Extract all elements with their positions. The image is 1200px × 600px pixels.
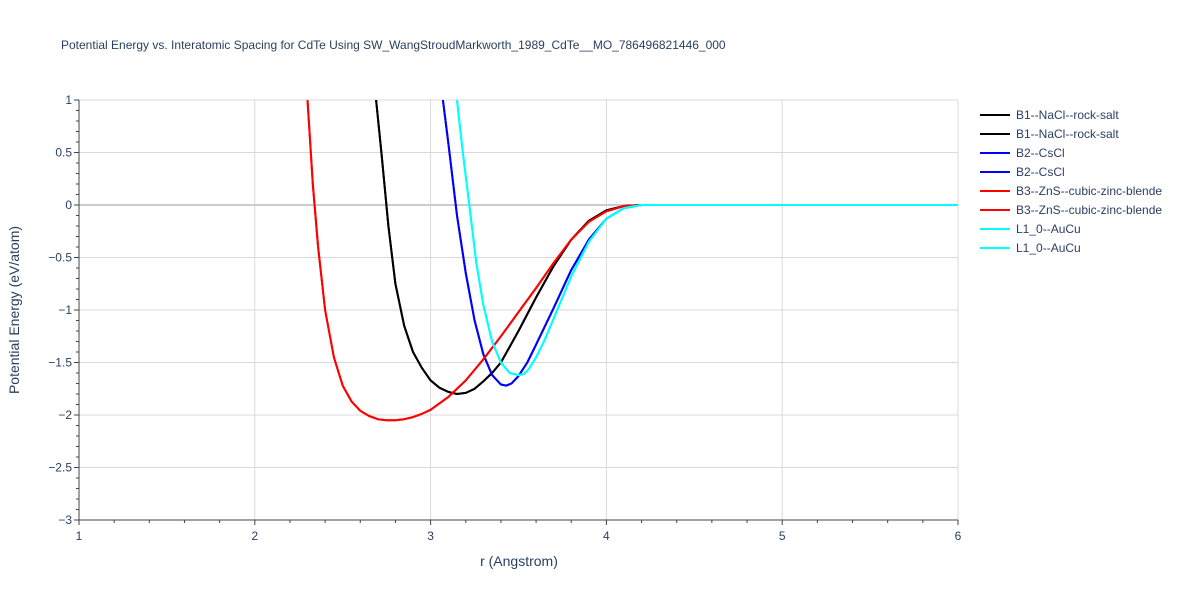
series-line xyxy=(375,100,958,395)
y-tick-label: −2 xyxy=(58,408,72,422)
y-tick-label: 1 xyxy=(65,93,72,107)
series-line xyxy=(456,100,958,377)
x-tick-label: 2 xyxy=(251,529,258,543)
legend-label: B2--CsCl xyxy=(1016,145,1065,160)
legend-swatch xyxy=(980,246,1010,249)
legend-swatch xyxy=(980,227,1010,230)
legend-item[interactable]: B1--NaCl--rock-salt xyxy=(980,124,1162,143)
legend: B1--NaCl--rock-salt B1--NaCl--rock-salt B2… xyxy=(980,105,1162,257)
legend-label: B3--ZnS--cubic-zinc-blende xyxy=(1016,183,1163,198)
x-tick-label: 5 xyxy=(779,529,786,543)
y-tick-label: −1 xyxy=(58,303,72,317)
legend-item[interactable]: L1_0--AuCu xyxy=(980,238,1162,257)
y-tick-label: −0.5 xyxy=(48,251,72,265)
x-tick-label: 3 xyxy=(427,529,434,543)
y-tick-label: 0 xyxy=(65,198,72,212)
legend-item[interactable]: L1_0--AuCu xyxy=(980,219,1162,238)
legend-swatch xyxy=(980,151,1010,154)
series-line xyxy=(456,100,958,377)
legend-swatch xyxy=(980,132,1010,135)
series-line xyxy=(441,100,958,387)
y-tick-label: 0.5 xyxy=(55,146,72,160)
legend-item[interactable]: B1--NaCl--rock-salt xyxy=(980,105,1162,124)
y-tick-label: −1.5 xyxy=(48,356,72,370)
legend-swatch xyxy=(980,208,1010,211)
legend-item[interactable]: B3--ZnS--cubic-zinc-blende xyxy=(980,200,1162,219)
series-line xyxy=(306,100,958,422)
x-axis-title-text: r (Angstrom) xyxy=(480,553,558,569)
series-line xyxy=(306,100,958,422)
y-axis-title: Potential Energy (eV/atom) xyxy=(6,225,22,395)
legend-label: B1--NaCl--rock-salt xyxy=(1016,107,1119,122)
y-tick-label: −3 xyxy=(58,513,72,527)
x-axis-title: r (Angstrom) xyxy=(0,553,1200,569)
chart-title: Potential Energy vs. Interatomic Spacing… xyxy=(61,38,726,52)
legend-item[interactable]: B3--ZnS--cubic-zinc-blende xyxy=(980,181,1162,200)
legend-swatch xyxy=(980,113,1010,116)
legend-label: B3--ZnS--cubic-zinc-blende xyxy=(1016,202,1163,217)
legend-swatch xyxy=(980,170,1010,173)
series-line xyxy=(441,100,958,387)
legend-label: B2--CsCl xyxy=(1016,164,1065,179)
legend-label: L1_0--AuCu xyxy=(1016,221,1081,236)
legend-swatch xyxy=(980,189,1010,192)
y-tick-label: −2.5 xyxy=(48,461,72,475)
series-group xyxy=(306,100,958,422)
x-tick-label: 4 xyxy=(603,529,610,543)
legend-item[interactable]: B2--CsCl xyxy=(980,143,1162,162)
x-tick-label: 1 xyxy=(76,529,83,543)
x-tick-label: 6 xyxy=(955,529,962,543)
legend-label: L1_0--AuCu xyxy=(1016,240,1081,255)
legend-item[interactable]: B2--CsCl xyxy=(980,162,1162,181)
legend-label: B1--NaCl--rock-salt xyxy=(1016,126,1119,141)
series-line xyxy=(375,100,958,395)
